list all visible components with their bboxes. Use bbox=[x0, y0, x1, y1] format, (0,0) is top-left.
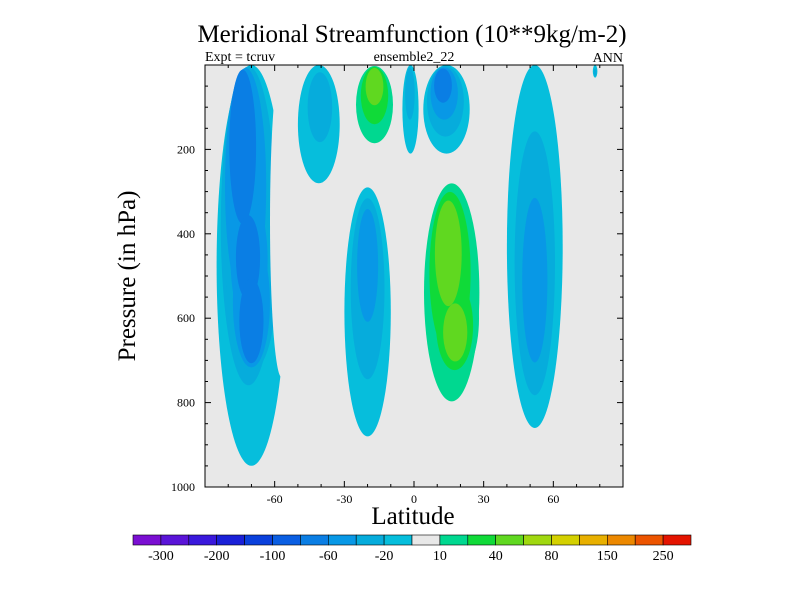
colorbar-box bbox=[216, 534, 245, 546]
colorbar-box bbox=[579, 534, 608, 546]
contour-band bbox=[522, 197, 548, 363]
contour-band bbox=[393, 309, 408, 411]
colorbar-label: 250 bbox=[653, 549, 674, 564]
contour-band bbox=[307, 72, 333, 143]
colorbar-label: -200 bbox=[204, 549, 230, 564]
colorbar-box bbox=[272, 534, 301, 546]
center-string: ensemble2_22 bbox=[374, 50, 455, 65]
contour-band bbox=[357, 209, 379, 322]
contour-field bbox=[423, 65, 470, 154]
x-tick-label: 0 bbox=[411, 492, 417, 506]
contour-field bbox=[344, 187, 391, 437]
colorbar-label: 40 bbox=[489, 549, 503, 564]
contour-field bbox=[297, 65, 340, 184]
contour-field bbox=[402, 65, 419, 154]
axis-ticks: -60 -30 0 30 60 200 400 600 800 1000 bbox=[171, 65, 624, 506]
colorbar-box bbox=[300, 534, 329, 546]
colorbar-box bbox=[244, 534, 273, 546]
colorbar-box bbox=[662, 534, 692, 546]
colorbar-box bbox=[383, 534, 413, 546]
contour-field bbox=[506, 65, 563, 428]
contour-band bbox=[239, 278, 264, 364]
y-tick-label: 600 bbox=[177, 311, 195, 325]
left-string: Expt = tcruv bbox=[205, 50, 275, 65]
colorbar: -300 -200 -100 -60 -20 10 40 80 150 250 bbox=[132, 534, 692, 564]
contour-band bbox=[229, 69, 257, 224]
contour-fills bbox=[216, 65, 598, 466]
colorbar-box bbox=[411, 534, 441, 546]
contour-band bbox=[434, 200, 462, 307]
chart-title: Meridional Streamfunction (10**9kg/m-2) bbox=[197, 21, 626, 48]
colorbar-label: 80 bbox=[545, 549, 559, 564]
x-tick-label: -60 bbox=[267, 492, 283, 506]
colorbar-box bbox=[327, 534, 357, 546]
x-tick-label: 60 bbox=[547, 492, 559, 506]
contour-band bbox=[270, 65, 294, 378]
right-string: ANN bbox=[593, 51, 623, 66]
contour-band bbox=[405, 67, 415, 120]
contour-field bbox=[351, 65, 398, 162]
colorbar-box bbox=[634, 534, 664, 546]
y-tick-label: 200 bbox=[177, 142, 195, 156]
colorbar-label: -100 bbox=[260, 549, 286, 564]
colorbar-box bbox=[523, 534, 552, 546]
colorbar-box bbox=[467, 534, 496, 546]
colorbar-box bbox=[606, 534, 636, 546]
contour-field bbox=[472, 65, 503, 154]
contour-band bbox=[472, 65, 503, 154]
contour-field bbox=[418, 174, 489, 450]
colorbar-box bbox=[551, 534, 580, 546]
colorbar-box bbox=[132, 534, 162, 546]
contour-field bbox=[393, 309, 408, 411]
x-tick-label: 30 bbox=[478, 492, 490, 506]
y-tick-label: 1000 bbox=[171, 480, 195, 494]
colorbar-box bbox=[160, 534, 190, 546]
y-tick-label: 800 bbox=[177, 396, 195, 410]
colorbar-box bbox=[439, 534, 469, 546]
colorbar-label: 150 bbox=[597, 549, 618, 564]
colorbar-label: 10 bbox=[433, 549, 447, 564]
contour-band bbox=[235, 215, 261, 300]
x-axis-label: Latitude bbox=[371, 503, 454, 530]
y-tick-label: 400 bbox=[177, 227, 195, 241]
colorbar-box bbox=[355, 534, 385, 546]
colorbar-label: -20 bbox=[375, 549, 394, 564]
contour-band bbox=[593, 68, 597, 77]
contour-field bbox=[216, 65, 287, 466]
y-axis-label: Pressure (in hPa) bbox=[114, 191, 141, 362]
contour-band bbox=[434, 68, 452, 103]
x-tick-label: -30 bbox=[336, 492, 352, 506]
contour-band bbox=[365, 67, 384, 106]
contour-band bbox=[443, 303, 468, 362]
contour-field bbox=[592, 65, 598, 78]
contour-field bbox=[270, 65, 294, 378]
colorbar-label: -60 bbox=[319, 549, 338, 564]
colorbar-box bbox=[188, 534, 218, 546]
colorbar-box bbox=[495, 534, 524, 546]
colorbar-label: -300 bbox=[148, 549, 174, 564]
